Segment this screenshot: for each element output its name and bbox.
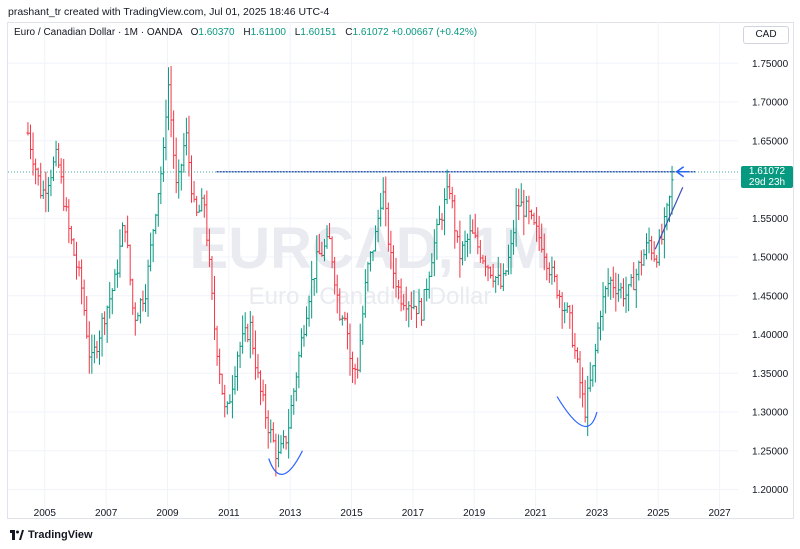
last-price-value: 1.61072 <box>748 166 786 177</box>
open-value: 1.60370 <box>198 27 235 38</box>
y-tick-label: 1.25000 <box>752 446 789 457</box>
x-tick-label: 2013 <box>279 508 302 519</box>
ohlc-bars <box>26 66 674 477</box>
symbol-name[interactable]: Euro / Canadian Dollar · 1M · OANDA <box>14 27 182 38</box>
grid <box>8 22 738 518</box>
open-label: O <box>190 27 199 38</box>
price-axis[interactable]: 1.20000 1.25000 1.30000 1.35000 1.40000 1.450… <box>752 59 789 496</box>
author-line: prashant_tr created with TradingView.com… <box>8 6 330 18</box>
y-tick-label: 1.55000 <box>752 214 789 225</box>
last-price-tag: 1.61072 29d 23h <box>741 166 793 188</box>
y-tick-label: 1.70000 <box>752 98 789 109</box>
x-tick-label: 2015 <box>340 508 363 519</box>
x-tick-label: 2025 <box>647 508 670 519</box>
low-label: L <box>294 27 301 38</box>
y-tick-label: 1.40000 <box>752 330 789 341</box>
y-tick-label: 1.75000 <box>752 59 789 70</box>
close-label: C <box>345 27 353 38</box>
x-tick-label: 2019 <box>463 508 486 519</box>
x-tick-label: 2023 <box>586 508 609 519</box>
time-axis[interactable]: 2005 2007 2009 2011 2013 2015 2017 2019 2021 2023… <box>34 508 731 519</box>
trend-line <box>654 187 684 250</box>
close-value: 1.61072 <box>352 27 389 38</box>
currency-button[interactable]: CAD <box>743 26 789 44</box>
watermark-name: Euro / Canadian Dollar <box>249 283 492 310</box>
symbol-legend: Euro / Canadian Dollar · 1M · OANDA O1.6… <box>14 27 477 38</box>
y-tick-label: 1.35000 <box>752 369 789 380</box>
y-tick-label: 1.50000 <box>752 253 789 264</box>
high-value: 1.61100 <box>250 27 286 38</box>
x-tick-label: 2027 <box>708 508 731 519</box>
x-tick-label: 2009 <box>156 508 179 519</box>
tradingview-logo-icon <box>10 530 24 540</box>
footer-brand[interactable]: TradingView <box>10 529 93 541</box>
change-value: +0.00667 (+0.42%) <box>391 27 478 38</box>
bar-countdown: 29d 23h <box>748 177 786 188</box>
chart-pane[interactable] <box>7 22 794 519</box>
x-tick-label: 2017 <box>402 508 425 519</box>
x-tick-label: 2011 <box>218 508 240 519</box>
brand-name: TradingView <box>28 529 93 541</box>
bottom-arc <box>556 396 598 427</box>
low-value: 1.60151 <box>300 27 337 38</box>
y-tick-label: 1.30000 <box>752 408 789 419</box>
x-tick-label: 2021 <box>524 508 547 519</box>
bottom-arc <box>268 450 303 475</box>
y-tick-label: 1.65000 <box>752 136 789 147</box>
y-tick-label: 1.20000 <box>752 485 789 496</box>
y-tick-label: 1.45000 <box>752 291 789 302</box>
x-tick-label: 2005 <box>34 508 57 519</box>
x-tick-label: 2007 <box>95 508 118 519</box>
high-label: H <box>243 27 251 38</box>
